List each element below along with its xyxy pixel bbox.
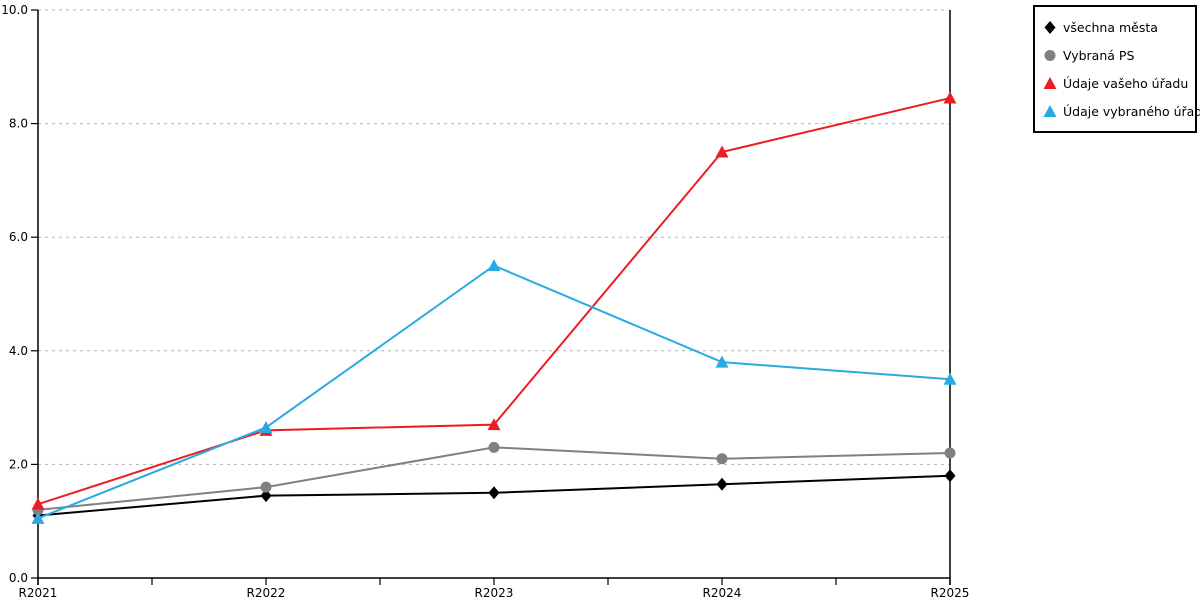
y-tick-label: 2.0 [9, 457, 28, 471]
circle-marker-icon [488, 441, 500, 453]
triangle-marker-icon [487, 418, 501, 431]
x-tick-label: R2022 [247, 586, 286, 600]
triangle-marker-icon [259, 420, 273, 433]
diamond-marker-icon [944, 469, 956, 483]
legend-label: Vybraná PS [1063, 47, 1135, 63]
diamond-marker-icon [716, 477, 728, 491]
y-tick-label: 0.0 [9, 571, 28, 585]
legend-item: všechna města [1043, 13, 1187, 41]
legend-label: všechna města [1063, 19, 1158, 35]
diamond-marker-icon [1044, 21, 1056, 34]
circle-marker-icon [716, 453, 728, 465]
y-tick-label: 6.0 [9, 230, 28, 244]
x-tick-label: R2025 [931, 586, 970, 600]
series-3 [31, 259, 957, 524]
legend-label: Údaje vašeho úřadu [1063, 75, 1189, 91]
triangle-marker-icon [31, 511, 45, 524]
legend-item: Vybraná PS [1043, 41, 1187, 69]
x-tick-label: R2024 [703, 586, 742, 600]
x-tick-label: R2023 [475, 586, 514, 600]
diamond-marker-icon [488, 486, 500, 500]
triangle-marker-icon [943, 372, 957, 385]
triangle-marker-icon [1043, 77, 1057, 89]
y-tick-label: 8.0 [9, 117, 28, 131]
series-line [37, 446, 951, 511]
circle-marker-icon [944, 447, 956, 459]
y-tick-label: 4.0 [9, 344, 28, 358]
x-tick-label: R2021 [19, 586, 58, 600]
triangle-marker-icon [715, 355, 729, 368]
circle-marker-icon [1044, 50, 1056, 61]
diamond-marker-icon [1044, 21, 1056, 34]
triangle-marker-icon [943, 91, 957, 104]
triangle-marker-icon [1043, 105, 1057, 117]
triangle-marker-icon [1043, 77, 1057, 89]
circle-marker-icon [260, 481, 272, 493]
y-tick-label: 10.0 [1, 3, 28, 17]
diamond-marker-icon [260, 489, 272, 503]
triangle-marker-icon [31, 497, 45, 510]
legend-label: Údaje vybraného úřadu [1063, 103, 1200, 119]
triangle-marker-icon [487, 259, 501, 272]
legend: všechna města Vybraná PS Údaje vašeho úřad… [1033, 5, 1200, 133]
triangle-marker-icon [1043, 105, 1057, 117]
circle-marker-icon [1044, 50, 1056, 61]
legend-item: Údaje vybraného úřadu [1043, 97, 1200, 125]
legend-item: Údaje vašeho úřadu [1043, 69, 1189, 97]
triangle-marker-icon [715, 145, 729, 158]
